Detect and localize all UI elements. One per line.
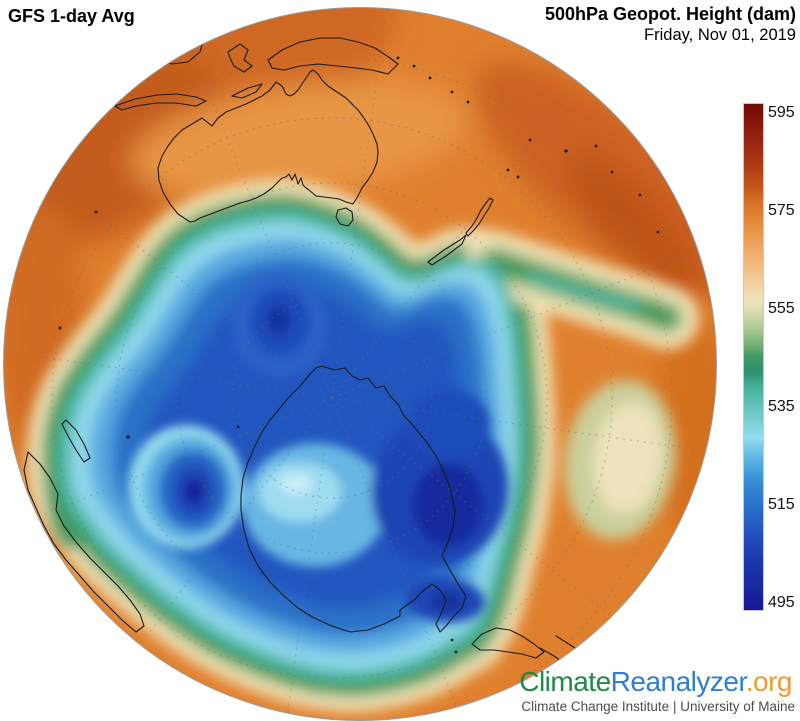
header-right: 500hPa Geopot. Height (dam) Friday, Nov … — [545, 4, 796, 45]
colorbar-tick-555: 555 — [768, 300, 795, 317]
colorbar-tick-515: 515 — [768, 496, 795, 513]
logo-part-0: Climate — [519, 666, 611, 697]
logo-part-2: .org — [745, 666, 793, 697]
colorbar — [743, 103, 764, 611]
coast-tasmania — [335, 207, 354, 227]
climate-reanalyzer-logo: ClimateReanalyzer.org — [519, 666, 792, 698]
coast-africa-sliver — [23, 451, 145, 633]
colorbar-tick-575: 575 — [768, 202, 795, 219]
colorbar-tick-595: 595 — [768, 104, 795, 121]
coast-new-zealand-north — [465, 197, 494, 237]
coast-antarctica — [240, 365, 467, 633]
coast-sulawesi — [227, 43, 253, 73]
logo-part-1: Reanalyzer — [610, 666, 747, 697]
coast-indonesia-java — [114, 93, 207, 111]
coast-new-zealand-south — [427, 234, 467, 266]
coast-timor — [231, 83, 263, 99]
coast-tierra-del-fuego — [471, 627, 545, 659]
model-label: GFS 1-day Avg — [8, 6, 135, 26]
coast-australia — [157, 69, 379, 223]
colorbar-tick-495: 495 — [768, 594, 795, 611]
coast-madagascar — [61, 419, 91, 463]
colorbar-tick-535: 535 — [768, 398, 795, 415]
map-vortex-lobes — [128, 273, 509, 623]
graticule — [3, 21, 709, 721]
map-title: 500hPa Geopot. Height (dam) — [544, 4, 796, 24]
map-vortex-rings — [34, 209, 685, 682]
coast-new-guinea — [267, 37, 399, 75]
coast-indonesia-sumatra — [59, 73, 115, 119]
institution-credit: Climate Change Institute | University of… — [521, 699, 795, 714]
map-date: Friday, Nov 01, 2019 — [644, 26, 796, 44]
small-islands — [58, 56, 660, 654]
